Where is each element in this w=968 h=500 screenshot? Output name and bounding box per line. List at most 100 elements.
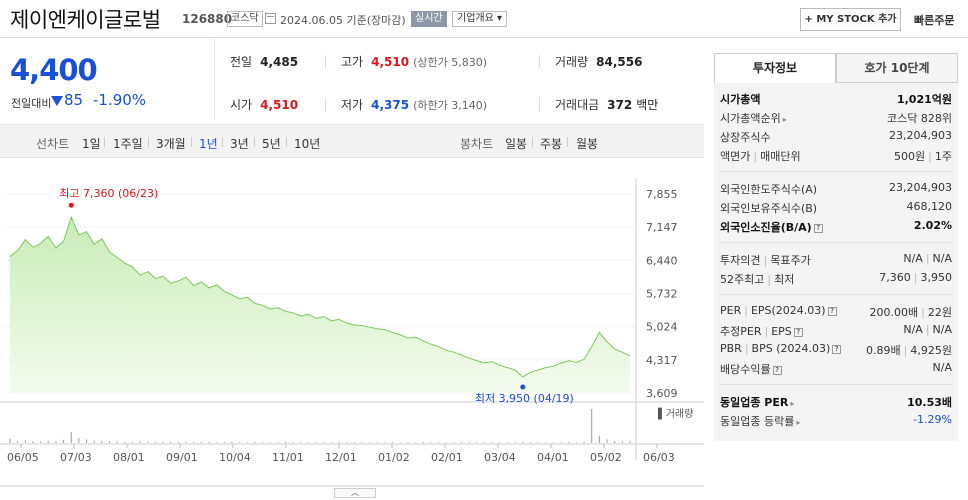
- period-3y[interactable]: 3년: [230, 137, 249, 151]
- period-1w[interactable]: 1주일: [113, 137, 143, 151]
- volume-bar: [193, 441, 195, 443]
- volume-bar: [308, 442, 310, 443]
- candle-daily[interactable]: 일봉: [505, 137, 528, 151]
- candle-chart-label: 봉차트: [460, 137, 494, 151]
- x-tick-label: 12/01: [325, 451, 357, 464]
- quote-label: 시가: [230, 98, 253, 112]
- period-3m[interactable]: 3개월: [156, 137, 186, 151]
- help-icon[interactable]: ?: [793, 328, 803, 337]
- company-overview-button[interactable]: 기업개요 ▾: [452, 11, 507, 27]
- x-tick-label: 09/01: [166, 451, 198, 464]
- divider: [325, 98, 326, 112]
- upper-limit: (상한가 5,830): [413, 56, 487, 69]
- info-value-primary: N/A: [903, 323, 923, 336]
- info-value: -1.29%: [913, 413, 952, 426]
- quote-value: 372: [607, 98, 633, 112]
- price-chart[interactable]: 7,855 7,147 6,440 5,732 5,024 4,317 3,609 최고 7,…: [0, 178, 704, 500]
- info-value-primary: 0.89배: [866, 344, 901, 357]
- volume-bar: [177, 441, 179, 443]
- quote-prev: 전일 4,485: [230, 53, 298, 70]
- info-key-secondary: 최저: [774, 273, 795, 286]
- quote-open: 시가 4,510: [230, 96, 298, 113]
- candle-monthly[interactable]: 월봉: [576, 137, 599, 151]
- period-1d[interactable]: 1일: [82, 137, 101, 151]
- volume-bar: [17, 440, 19, 443]
- info-value-secondary: 1주: [934, 150, 952, 163]
- arrow-right-icon[interactable]: ▸: [796, 418, 801, 427]
- quote-high: 고가 4,510 (상한가 5,830): [341, 53, 487, 70]
- volume-bar: [315, 442, 317, 443]
- volume-label: ▌거래량: [657, 407, 693, 420]
- info-row: 시가총액순위 ▸ 코스닥 828위: [720, 110, 952, 126]
- volume-bar: [239, 442, 241, 443]
- current-price: 4,400: [10, 53, 98, 87]
- x-tick-label: 06/03: [643, 451, 675, 464]
- info-row: 52주최고 | 최저 7,360 | 3,950: [720, 271, 952, 287]
- volume-bar: [47, 440, 49, 443]
- divider: [539, 55, 540, 69]
- period-5y[interactable]: 5년: [262, 137, 281, 151]
- arrow-right-icon[interactable]: ▸: [790, 399, 795, 408]
- divider: [254, 137, 255, 147]
- quote-value: 4,485: [260, 55, 299, 69]
- info-key-secondary: BPS (2024.03): [751, 342, 831, 355]
- info-row: 외국인한도주식수(A) 23,204,903: [720, 181, 952, 197]
- candle-weekly[interactable]: 주봉: [540, 137, 563, 151]
- help-icon[interactable]: ?: [813, 224, 823, 233]
- period-10y[interactable]: 10년: [294, 137, 321, 151]
- chart-scroll-handle[interactable]: ︿: [334, 488, 376, 498]
- volume-bar: [55, 441, 57, 443]
- volume-bar: [591, 409, 593, 443]
- arrow-right-icon[interactable]: ▸: [782, 115, 787, 124]
- volume-bar: [499, 442, 501, 443]
- divider: [567, 137, 568, 147]
- quote-low: 저가 4,375 (하한가 3,140): [341, 96, 487, 113]
- separator: |: [753, 150, 758, 163]
- help-icon[interactable]: ?: [827, 307, 837, 316]
- info-row: 상장주식수 23,204,903: [720, 129, 952, 145]
- quote-value: 4,510: [371, 55, 410, 69]
- x-tick-label: 03/04: [484, 451, 516, 464]
- info-row: 배당수익률? N/A: [720, 361, 952, 377]
- info-row: 동일업종 PER ▸ 10.53배: [720, 394, 952, 410]
- info-value-secondary: N/A: [932, 323, 952, 336]
- info-value: N/A: [932, 361, 952, 374]
- realtime-button[interactable]: 실시간: [411, 11, 447, 27]
- base-date: 2024.06.05 기준(장마감): [280, 14, 406, 27]
- info-value: 200.00배 | 22원: [870, 304, 952, 320]
- invest-info-body: 시가총액 1,021억원 시가총액순위 ▸ 코스닥 828위 상장주식수 23,204,90…: [714, 83, 958, 441]
- tab-quote-10[interactable]: 호가 10단계: [836, 53, 958, 83]
- quick-order-link[interactable]: 빠른주문: [914, 14, 955, 27]
- volume-bar: [300, 442, 302, 443]
- volume-bar: [384, 442, 386, 443]
- volume-bar: [353, 442, 355, 443]
- x-tick-label: 05/02: [590, 451, 622, 464]
- line-chart-label: 선차트: [36, 137, 70, 151]
- quote-label: 거래대금: [555, 98, 600, 112]
- stock-code: 126880: [182, 12, 233, 26]
- separator: |: [763, 254, 768, 267]
- add-mystock-button[interactable]: + MY STOCK 추가: [800, 8, 901, 31]
- divider: [532, 137, 533, 147]
- volume-bar: [70, 432, 72, 443]
- divider: [325, 55, 326, 69]
- divider: [286, 137, 287, 147]
- period-1y[interactable]: 1년: [199, 137, 218, 151]
- help-icon[interactable]: ?: [772, 366, 782, 375]
- info-key: 상장주식수: [720, 131, 771, 144]
- help-icon[interactable]: ?: [832, 345, 842, 354]
- calendar-icon: [265, 13, 276, 24]
- change-label: 전일대비: [11, 97, 52, 110]
- down-triangle-icon: [51, 96, 63, 106]
- info-key: 추정PER: [720, 325, 762, 338]
- chart-toolbar: 선차트 1일 1주일 3개월 1년 3년 5년 10년 봉차트 일봉 주봉 월봉: [0, 124, 704, 158]
- lower-limit: (하한가 3,140): [413, 99, 487, 112]
- info-row: 외국인소진율(B/A)? 2.02%: [720, 219, 952, 235]
- info-value: 10.53배: [907, 396, 952, 409]
- x-tick-label: 07/03: [60, 451, 92, 464]
- tab-invest-info[interactable]: 투자정보: [714, 53, 836, 83]
- volume-bar: [285, 441, 287, 443]
- info-value: 23,204,903: [889, 129, 952, 142]
- info-value: N/A | N/A: [903, 252, 952, 265]
- volume-bar: [116, 441, 118, 443]
